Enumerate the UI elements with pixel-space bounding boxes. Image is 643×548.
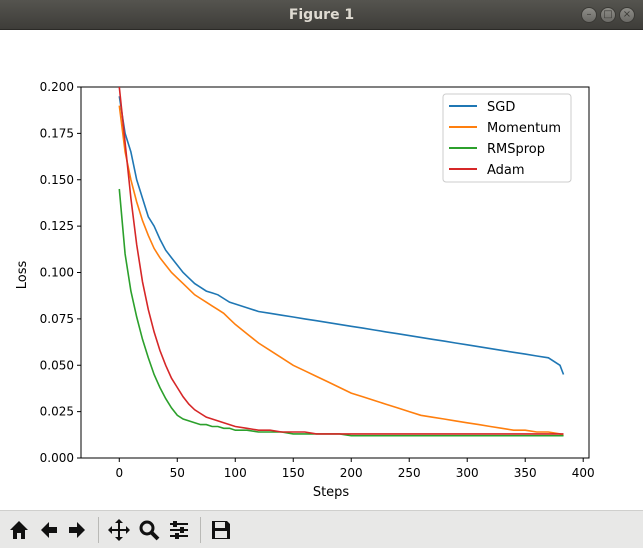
series-line-rmsprop bbox=[118, 188, 564, 437]
back-button[interactable] bbox=[36, 517, 62, 543]
x-tick-label: 150 bbox=[282, 466, 305, 480]
title-bar[interactable]: Figure 1 – □ × bbox=[0, 0, 643, 30]
figure-canvas[interactable]: 0 50 100 150 200 250 300 350 400 0.000 0.025 0.050 0… bbox=[0, 30, 643, 510]
y-tick-label: 0.000 bbox=[40, 451, 74, 465]
series-layer bbox=[118, 87, 565, 437]
legend-label: Momentum bbox=[487, 121, 561, 136]
y-tick-label: 0.075 bbox=[40, 312, 74, 326]
y-tick-label: 0.150 bbox=[40, 173, 74, 187]
configure-button[interactable] bbox=[166, 517, 192, 543]
y-axis-label: Loss bbox=[15, 261, 30, 290]
x-tick-label: 250 bbox=[398, 466, 421, 480]
save-icon bbox=[212, 521, 230, 539]
axes-layer: 0 50 100 150 200 250 300 350 400 0.000 0.025 0.050 0… bbox=[40, 80, 595, 480]
legend-label: Adam bbox=[487, 163, 525, 178]
legend-label: RMSprop bbox=[487, 142, 545, 157]
minimize-button[interactable]: – bbox=[581, 7, 597, 23]
chart-svg: 0 50 100 150 200 250 300 350 400 0.000 0.025 0.050 0… bbox=[15, 80, 595, 500]
toolbar-separator bbox=[200, 517, 201, 543]
sliders-icon bbox=[170, 521, 188, 539]
home-icon bbox=[10, 521, 28, 539]
zoom-button[interactable] bbox=[136, 517, 162, 543]
zoom-icon bbox=[139, 520, 160, 541]
arrow-right-icon bbox=[69, 522, 85, 538]
save-button[interactable] bbox=[208, 517, 234, 543]
series-line-momentum bbox=[118, 105, 564, 437]
series-line-adam bbox=[118, 87, 564, 435]
forward-button[interactable] bbox=[64, 517, 90, 543]
y-tick-label: 0.050 bbox=[40, 358, 74, 372]
y-tick-label: 0.175 bbox=[40, 126, 74, 140]
y-tick-label: 0.125 bbox=[40, 219, 74, 233]
y-tick-label: 0.025 bbox=[40, 405, 74, 419]
x-tick-label: 350 bbox=[514, 466, 537, 480]
legend-box bbox=[442, 93, 572, 183]
x-tick-label: 100 bbox=[224, 466, 247, 480]
series-line-sgd bbox=[118, 96, 565, 375]
y-tick-label: 0.100 bbox=[40, 266, 74, 280]
x-tick-label: 400 bbox=[572, 466, 595, 480]
navigation-toolbar bbox=[0, 510, 643, 548]
x-axis-label: Steps bbox=[313, 485, 350, 500]
x-tick-label: 0 bbox=[115, 466, 123, 480]
x-tick-label: 50 bbox=[170, 466, 185, 480]
move-icon bbox=[108, 519, 130, 541]
window-title: Figure 1 bbox=[288, 7, 355, 23]
x-tick-label: 200 bbox=[340, 466, 363, 480]
x-tick-label: 300 bbox=[456, 466, 479, 480]
arrow-left-icon bbox=[41, 522, 57, 538]
home-button[interactable] bbox=[6, 517, 32, 543]
maximize-button[interactable]: □ bbox=[600, 7, 616, 23]
y-tick-label: 0.200 bbox=[40, 80, 74, 94]
legend-label: SGD bbox=[487, 100, 515, 115]
legend: SGD Momentum RMSprop Adam bbox=[442, 93, 572, 183]
close-button[interactable]: × bbox=[619, 7, 635, 23]
pan-button[interactable] bbox=[106, 517, 132, 543]
toolbar-separator bbox=[98, 517, 99, 543]
